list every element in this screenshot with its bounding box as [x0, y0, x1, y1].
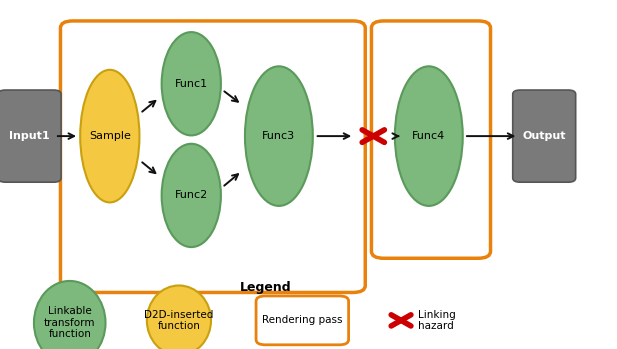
Text: Output: Output	[523, 131, 566, 141]
FancyBboxPatch shape	[513, 90, 576, 182]
Text: Legend: Legend	[239, 281, 291, 295]
FancyBboxPatch shape	[0, 90, 61, 182]
Ellipse shape	[162, 32, 221, 135]
Ellipse shape	[395, 66, 463, 206]
Text: Linking
hazard: Linking hazard	[418, 310, 456, 331]
Text: Func2: Func2	[175, 191, 208, 200]
Ellipse shape	[245, 66, 313, 206]
Text: Input1: Input1	[9, 131, 50, 141]
Text: Func4: Func4	[412, 131, 445, 141]
Ellipse shape	[147, 285, 211, 349]
Text: Linkable
transform
function: Linkable transform function	[44, 306, 96, 340]
Text: Rendering pass: Rendering pass	[262, 315, 342, 325]
Text: Func1: Func1	[175, 79, 208, 89]
Ellipse shape	[80, 70, 139, 202]
Ellipse shape	[34, 281, 106, 349]
Text: D2D-inserted
function: D2D-inserted function	[144, 310, 213, 331]
Text: Sample: Sample	[89, 131, 131, 141]
Ellipse shape	[162, 144, 221, 247]
Text: Func3: Func3	[262, 131, 296, 141]
